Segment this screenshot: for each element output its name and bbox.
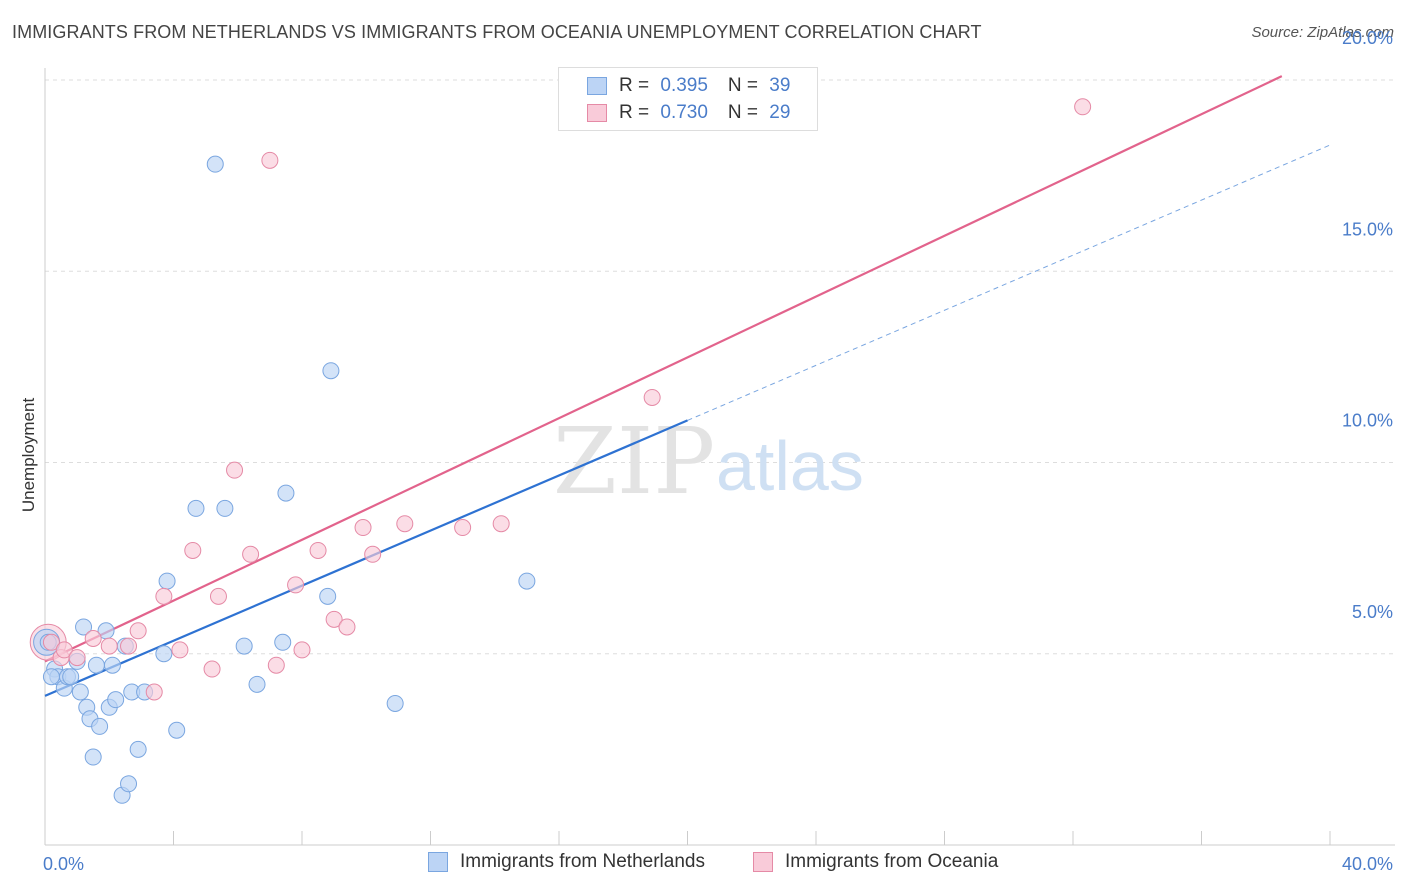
legend-swatch-blue: [587, 77, 607, 95]
netherlands-point: [155, 645, 173, 663]
x-tick-label-max: 40.0%: [1342, 854, 1393, 874]
series-legend-netherlands: Immigrants from Netherlands: [428, 851, 705, 873]
oceania-point: [100, 637, 118, 655]
chart-title: IMMIGRANTS FROM NETHERLANDS VS IMMIGRANT…: [12, 22, 982, 42]
netherlands-point: [129, 740, 147, 758]
oceania-point: [261, 151, 279, 169]
oceania-point: [396, 515, 414, 533]
netherlands-point: [158, 572, 176, 590]
oceania-point: [145, 683, 163, 701]
oceania-point: [454, 519, 472, 537]
legend-n-label: N =: [727, 102, 764, 123]
watermark-zip: ZIP: [553, 408, 715, 515]
watermark: ZIP atlas: [553, 408, 864, 515]
oceania-point: [364, 545, 382, 563]
netherlands-point: [277, 484, 295, 502]
watermark-atlas: atlas: [716, 427, 864, 505]
y-tick-label: 15.0%: [1342, 219, 1393, 239]
oceania-point: [129, 622, 147, 640]
trend-lines: [44, 75, 1331, 697]
series-legend-oceania: Immigrants from Oceania: [753, 851, 998, 873]
netherlands-point: [75, 618, 93, 636]
series-label-oceania: Immigrants from Oceania: [785, 851, 999, 872]
y-tick-label: 5.0%: [1352, 602, 1393, 622]
netherlands-point: [235, 637, 253, 655]
oceania-trend-line: [44, 75, 1283, 663]
netherlands-point: [87, 656, 105, 674]
oceania-point: [84, 629, 102, 647]
legend-row-oceania: R = 0.730 N = 29: [587, 100, 790, 126]
tick-labels: 5.0% 10.0% 15.0% 20.0% 0.0% 40.0%: [43, 28, 1393, 874]
netherlands-point: [216, 499, 234, 517]
netherlands-point: [187, 499, 205, 517]
oceania-point: [287, 576, 305, 594]
legend-n-label: N =: [727, 75, 764, 96]
series-swatch-blue: [428, 852, 448, 872]
legend-r-value: 0.395: [660, 75, 708, 96]
oceania-point: [293, 641, 311, 659]
oceania-point: [1074, 98, 1092, 116]
data-points: [29, 98, 1092, 804]
axes: [44, 68, 1395, 846]
oceania-point: [354, 519, 372, 537]
x-tick-label-min: 0.0%: [43, 854, 84, 874]
oceania-point: [643, 388, 661, 406]
oceania-point: [155, 587, 173, 605]
y-tick-label: 20.0%: [1342, 28, 1393, 48]
oceania-point: [184, 541, 202, 559]
oceania-point: [492, 515, 510, 533]
netherlands-point: [107, 691, 125, 709]
legend-row-netherlands: R = 0.395 N = 39: [587, 73, 790, 99]
netherlands-point: [91, 717, 109, 735]
netherlands-point: [206, 155, 224, 173]
source-label: Source: ZipAtlas.com: [1251, 24, 1394, 41]
legend-n-value: 29: [769, 102, 791, 123]
netherlands-point: [386, 694, 404, 712]
netherlands-point: [84, 748, 102, 766]
stats-legend: R = 0.395 N = 39 R = 0.730 N = 29: [558, 67, 818, 131]
legend-swatch-pink: [587, 104, 607, 122]
oceania-point: [203, 660, 221, 678]
oceania-point: [120, 637, 138, 655]
oceania-point: [209, 587, 227, 605]
legend-r-value: 0.730: [660, 102, 708, 123]
series-legend: Immigrants from Netherlands Immigrants f…: [0, 851, 1406, 879]
netherlands-point: [62, 668, 80, 686]
oceania-point: [338, 618, 356, 636]
legend-n-value: 39: [769, 75, 791, 96]
legend-r-label: R =: [619, 75, 655, 96]
oceania-point: [242, 545, 260, 563]
series-label-netherlands: Immigrants from Netherlands: [460, 851, 705, 872]
netherlands-point: [518, 572, 536, 590]
netherlands-point: [322, 362, 340, 380]
series-swatch-pink: [753, 852, 773, 872]
netherlands-point: [120, 775, 138, 793]
oceania-point: [68, 649, 86, 667]
netherlands-point: [42, 668, 60, 686]
legend-r-label: R =: [619, 102, 655, 123]
netherlands-point: [319, 587, 337, 605]
netherlands-trend-extension: [687, 144, 1331, 421]
oceania-point: [267, 656, 285, 674]
netherlands-point: [71, 683, 89, 701]
y-axis-label: Unemployment: [19, 398, 38, 513]
netherlands-point: [103, 656, 121, 674]
grid-lines: [45, 79, 1395, 655]
y-tick-label: 10.0%: [1342, 411, 1393, 431]
oceania-point: [226, 461, 244, 479]
oceania-point: [42, 633, 60, 651]
netherlands-point: [274, 633, 292, 651]
netherlands-point: [248, 675, 266, 693]
oceania-point: [309, 541, 327, 559]
oceania-point: [325, 610, 343, 628]
oceania-point: [55, 641, 73, 659]
netherlands-point: [168, 721, 186, 739]
oceania-point: [171, 641, 189, 659]
